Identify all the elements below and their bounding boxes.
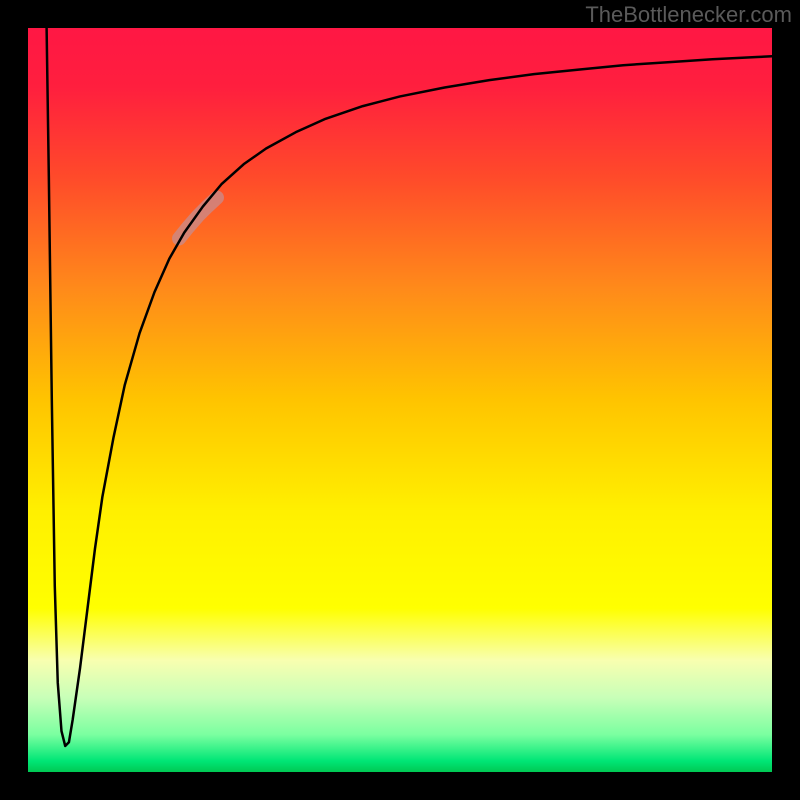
curve-layer — [28, 28, 772, 772]
chart-container: TheBottlenecker.com — [0, 0, 800, 800]
plot-area — [28, 28, 772, 772]
watermark-text: TheBottlenecker.com — [585, 2, 792, 28]
bottleneck-curve — [47, 28, 772, 746]
